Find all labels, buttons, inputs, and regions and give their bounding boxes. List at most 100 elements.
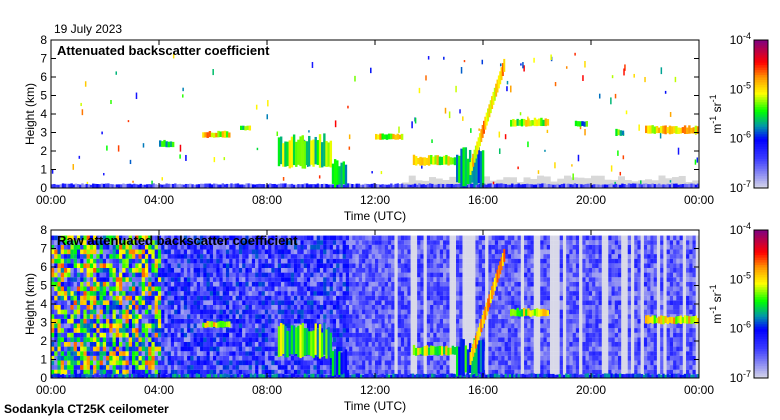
cloud-layer-mark xyxy=(660,126,663,134)
backscatter-cell xyxy=(274,277,278,282)
backscatter-cell xyxy=(384,304,389,310)
backscatter-cell xyxy=(177,263,181,268)
cloud-layer-mark xyxy=(113,184,117,188)
cloud-layer-mark xyxy=(336,160,339,185)
backscatter-cell xyxy=(67,369,71,375)
cloud-layer-mark xyxy=(228,132,231,138)
backscatter-cell xyxy=(89,254,94,259)
backscatter-cell xyxy=(371,351,376,356)
backscatter-cell xyxy=(342,272,346,278)
cloud-layer-mark xyxy=(535,119,539,127)
backscatter-cell xyxy=(362,332,366,338)
backscatter-cell xyxy=(339,277,343,282)
backscatter-cell xyxy=(394,341,398,347)
backscatter-cell xyxy=(187,235,191,241)
backscatter-cell xyxy=(297,281,301,287)
backscatter-cell xyxy=(115,267,120,273)
backscatter-cell xyxy=(109,365,113,370)
backscatter-cell xyxy=(258,332,262,338)
backscatter-cell xyxy=(439,295,444,301)
backscatter-cell xyxy=(443,369,447,375)
x-tick-label: 20:00 xyxy=(576,193,606,207)
backscatter-cell xyxy=(485,351,489,356)
backscatter-cell xyxy=(193,351,197,356)
backscatter-cell xyxy=(93,355,97,361)
backscatter-cell xyxy=(86,254,91,259)
backscatter-cell xyxy=(336,337,340,342)
cloud-layer-mark xyxy=(595,184,598,188)
cloud-layer-mark xyxy=(246,125,249,130)
backscatter-cell xyxy=(290,300,295,305)
cloud-layer-mark xyxy=(286,184,289,188)
backscatter-cell xyxy=(99,286,103,292)
backscatter-speck xyxy=(103,172,105,176)
backscatter-cell xyxy=(203,304,207,310)
backscatter-cell xyxy=(452,254,457,259)
backscatter-cell xyxy=(355,281,359,287)
backscatter-speck xyxy=(431,139,433,144)
backscatter-cell xyxy=(154,328,159,333)
backscatter-cell xyxy=(167,355,172,361)
backscatter-cell xyxy=(472,323,476,329)
backscatter-cell xyxy=(174,332,178,338)
backscatter-cell xyxy=(106,369,110,375)
backscatter-cell xyxy=(491,249,496,255)
backscatter-cell xyxy=(433,281,437,287)
backscatter-cell xyxy=(86,355,91,361)
backscatter-cell xyxy=(80,254,84,259)
backscatter-cell xyxy=(245,309,249,315)
backscatter-cell xyxy=(76,323,81,329)
backscatter-speck xyxy=(574,52,576,56)
cloud-layer-mark xyxy=(87,184,91,188)
backscatter-cell xyxy=(339,318,343,324)
backscatter-cell xyxy=(274,272,278,278)
backscatter-cell xyxy=(290,286,295,292)
backscatter-cell xyxy=(80,235,84,241)
cloud-layer-mark xyxy=(247,183,250,188)
backscatter-cell xyxy=(426,337,431,342)
backscatter-cell xyxy=(213,267,217,273)
backscatter-cell xyxy=(365,295,369,301)
backscatter-cell xyxy=(391,254,395,259)
backscatter-cell xyxy=(326,360,330,366)
backscatter-cell xyxy=(345,254,350,259)
backscatter-cell xyxy=(452,258,457,264)
backscatter-cell xyxy=(365,346,369,352)
backscatter-cell xyxy=(310,323,314,329)
backscatter-cell xyxy=(462,286,466,292)
backscatter-cell xyxy=(368,369,372,375)
backscatter-cell xyxy=(436,258,440,264)
slant-layer-mark xyxy=(493,87,496,101)
backscatter-cell xyxy=(125,277,129,282)
backscatter-cell xyxy=(498,309,502,315)
backscatter-cell xyxy=(368,281,372,287)
backscatter-cell xyxy=(190,365,194,370)
backscatter-cell xyxy=(468,267,473,273)
backscatter-cell xyxy=(375,277,379,282)
backscatter-cell xyxy=(345,328,350,333)
backscatter-cell xyxy=(381,346,385,352)
backscatter-cell xyxy=(200,249,204,255)
backscatter-cell xyxy=(89,249,94,255)
backscatter-cell xyxy=(375,295,379,301)
backscatter-cell xyxy=(170,337,175,342)
backscatter-cell xyxy=(268,332,272,338)
backscatter-cell xyxy=(161,254,165,259)
backscatter-cell xyxy=(368,272,372,278)
backscatter-cell xyxy=(245,355,249,361)
backscatter-cell xyxy=(238,365,243,370)
backscatter-cell xyxy=(303,355,308,361)
cloud-layer-mark xyxy=(146,184,149,188)
backscatter-cell xyxy=(342,291,346,296)
backscatter-cell xyxy=(161,360,165,366)
backscatter-cell xyxy=(57,300,61,305)
backscatter-cell xyxy=(106,365,110,370)
backscatter-cell xyxy=(294,360,298,366)
backscatter-cell xyxy=(452,249,457,255)
backscatter-cell xyxy=(128,332,133,338)
backscatter-cell xyxy=(157,291,162,296)
backscatter-cell xyxy=(452,355,457,361)
backscatter-speck xyxy=(598,93,601,99)
cloud-layer-mark xyxy=(120,184,123,188)
backscatter-cell xyxy=(135,286,139,292)
